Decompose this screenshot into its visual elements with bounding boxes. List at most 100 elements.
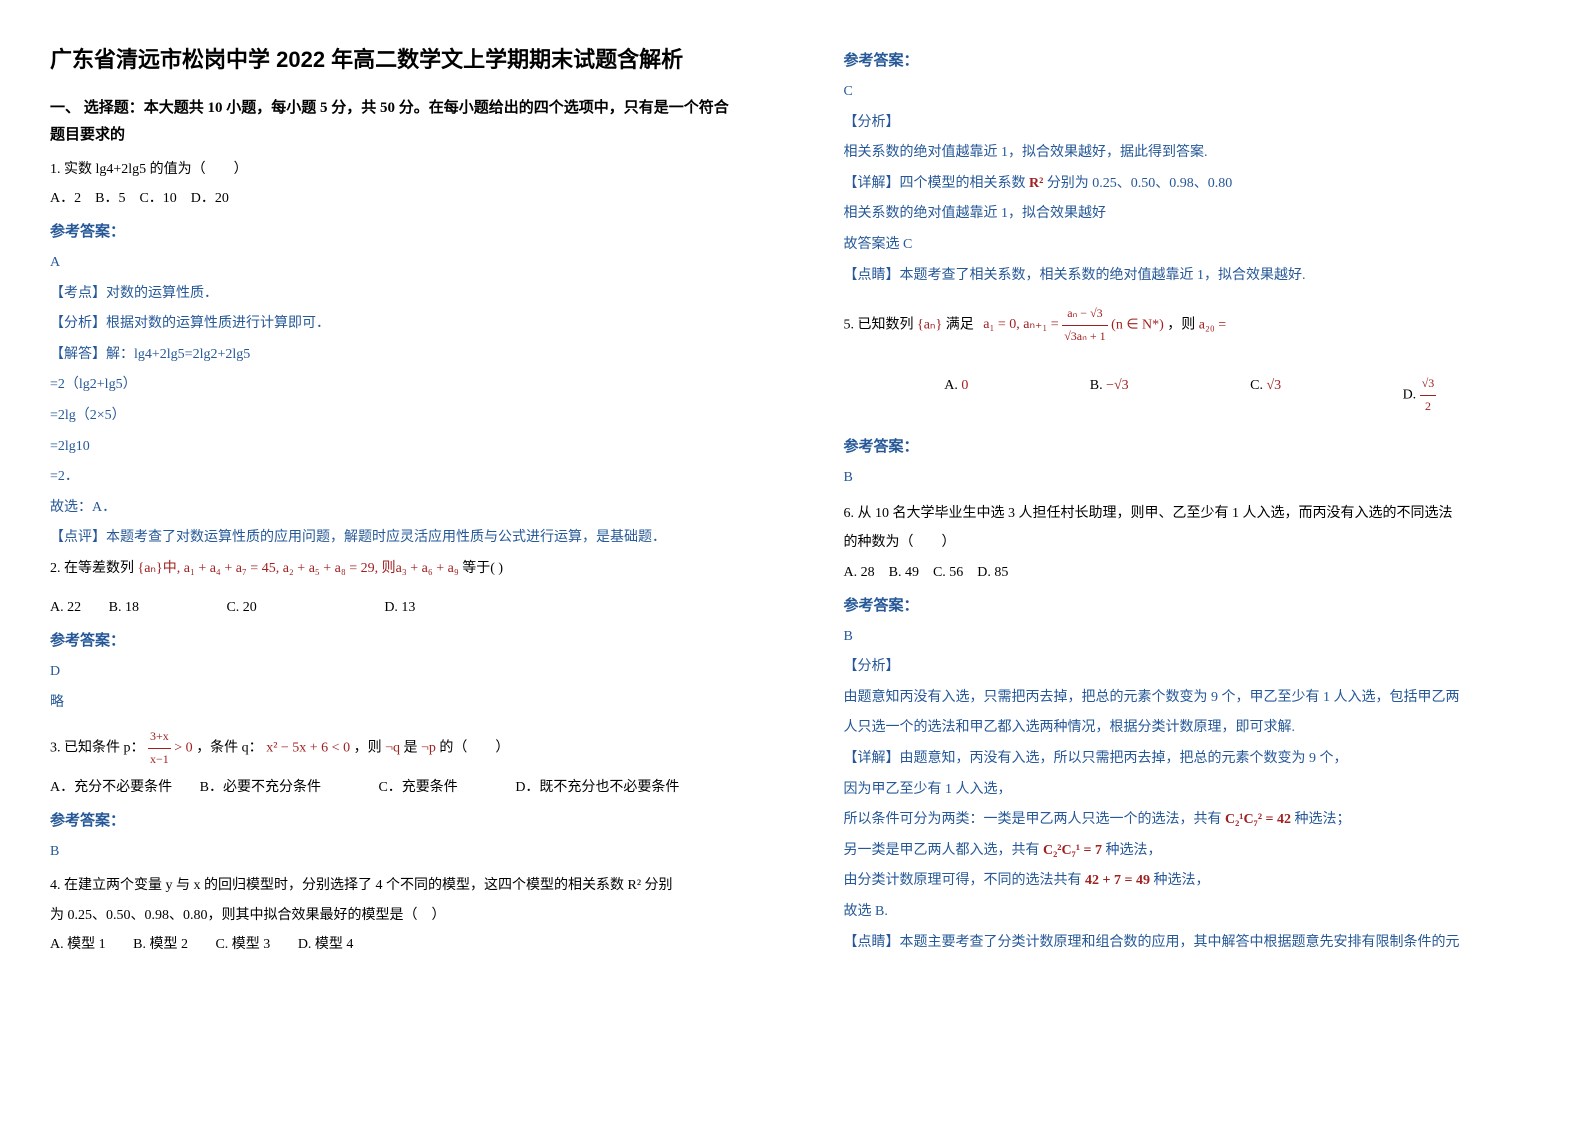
q6-case1-math: C₂¹C₇² = 42 — [1225, 812, 1291, 827]
doc-title: 广东省清远市松岗中学 2022 年高二数学文上学期期末试题含解析 — [50, 40, 744, 80]
q5-optD-frac: √3 2 — [1420, 373, 1437, 417]
q5-optB-val: −√3 — [1106, 378, 1129, 393]
q4-xiangjie: 【详解】四个模型的相关系数 R² 分别为 0.25、0.50、0.98、0.80 — [844, 171, 1538, 198]
q1-stem: 1. 实数 lg4+2lg5 的值为（ ） — [50, 157, 744, 182]
q6-case1: 所以条件可分为两类：一类是甲乙两人只选一个的选法，共有 C₂¹C₇² = 42 … — [844, 807, 1538, 834]
q5-optB: B. −√3 — [1090, 373, 1129, 417]
q5-stem: 5. 已知数列 {aₙ} 满足 a₁ = 0, aₙ₊₁ = aₙ − √3 √… — [844, 303, 1538, 347]
q2-optD: D. 13 — [384, 600, 415, 615]
q3-is: 是 — [403, 741, 421, 756]
q3-answer-label: 参考答案： — [50, 808, 744, 835]
q3-suffix1: ，则 — [354, 741, 382, 756]
q6-stem-l1: 6. 从 10 名大学毕业生中选 3 人担任村长助理，则甲、乙至少有 1 人入选… — [844, 501, 1538, 526]
q2-options: A. 22 B. 18 C. 20 D. 13 — [50, 595, 744, 620]
q3-solution: B — [50, 839, 744, 866]
q5-optC-val: √3 — [1266, 378, 1281, 393]
q4-optA: A. 模型 1 — [50, 937, 106, 952]
q5-an: {aₙ} — [917, 317, 942, 332]
q4-optD: D. 模型 4 — [298, 937, 354, 952]
q5-solution: B — [844, 465, 1538, 492]
q1-kaodian: 【考点】对数的运算性质． — [50, 281, 744, 308]
q4-conclusion: 故答案选 C — [844, 232, 1538, 259]
q3-qexpr: x² − 5x + 6 < 0 — [266, 741, 350, 756]
q2-optB: B. 18 — [109, 600, 139, 615]
q6-stem-l2: 的种数为（ ） — [844, 530, 1538, 555]
q4-optB: B. 模型 2 — [133, 937, 188, 952]
q6-fenxi-label: 【分析】 — [844, 654, 1538, 681]
q4-options: A. 模型 1 B. 模型 2 C. 模型 3 D. 模型 4 — [50, 932, 744, 957]
q5-optA: A. 0 — [944, 373, 968, 417]
q4-dianjing: 【点睛】本题考查了相关系数，相关系数的绝对值越靠近 1，拟合效果越好. — [844, 263, 1538, 290]
q1-conclusion: 故选：A． — [50, 495, 744, 522]
q5-optD-num: √3 — [1420, 373, 1437, 396]
q1-options: A．2 B．5 C．10 D．20 — [50, 186, 744, 211]
q4-stem-l1: 4. 在建立两个变量 y 与 x 的回归模型时，分别选择了 4 个不同的模型，这… — [50, 873, 744, 898]
q1-dianping: 【点评】本题考查了对数运算性质的应用问题，解题时应灵活应用性质与公式进行运算，是… — [50, 525, 744, 552]
q3-mid: ，条件 q： — [196, 741, 263, 756]
q3-frac-den: x−1 — [148, 749, 171, 771]
q3-optA: A．充分不必要条件 — [50, 780, 172, 795]
q3-stem: 3. 已知条件 p： 3+x x−1 > 0 ，条件 q： x² − 5x + … — [50, 726, 744, 770]
q1-fenxi: 【分析】根据对数的运算性质进行计算即可． — [50, 311, 744, 338]
q6-case2-prefix: 另一类是甲乙两人都入选，共有 — [844, 843, 1044, 858]
q2-optA: A. 22 — [50, 600, 81, 615]
q3-options: A．充分不必要条件 B．必要不充分条件 C．充要条件 D．既不充分也不必要条件 — [50, 775, 744, 800]
q6-sum-prefix: 由分类计数原理可得，不同的选法共有 — [844, 873, 1086, 888]
q5-a1: a₁ = 0, aₙ₊₁ = — [983, 317, 1062, 332]
q1-jieda: 【解答】解：lg4+2lg5=2lg2+2lg5 — [50, 342, 744, 369]
q3-optB: B．必要不充分条件 — [200, 780, 321, 795]
q4-optC: C. 模型 3 — [215, 937, 270, 952]
q2-stem: 2. 在等差数列 {aₙ}中, a₁ + a₄ + a₇ = 45, a₂ + … — [50, 556, 744, 581]
q1-solution: A 【考点】对数的运算性质． 【分析】根据对数的运算性质进行计算即可． 【解答】… — [50, 250, 744, 552]
q6-sum: 由分类计数原理可得，不同的选法共有 42 + 7 = 49 种选法， — [844, 868, 1538, 895]
q2-optC: C. 20 — [226, 600, 256, 615]
q5-domain: (n ∈ N*) — [1111, 317, 1164, 332]
q5-optA-val: 0 — [961, 378, 968, 393]
q3-negq: ¬q — [385, 741, 400, 756]
q6-case1-suffix: 种选法； — [1295, 812, 1351, 827]
q6-xiangjie-l1: 【详解】由题意知，丙没有入选，所以只需把丙去掉，把总的元素个数变为 9 个， — [844, 746, 1538, 773]
section-1-header: 一、 选择题：本大题共 10 小题，每小题 5 分，共 50 分。在每小题给出的… — [50, 95, 744, 149]
left-column: 广东省清远市松岗中学 2022 年高二数学文上学期期末试题含解析 一、 选择题：… — [0, 0, 794, 1122]
q4-line2: 相关系数的绝对值越靠近 1，拟合效果越好 — [844, 201, 1538, 228]
q6-case2-suffix: 种选法， — [1106, 843, 1162, 858]
q3-optD: D．既不充分也不必要条件 — [515, 780, 679, 795]
q5-frac-den: √3aₙ + 1 — [1062, 326, 1107, 348]
q4-answer: C — [844, 79, 1538, 106]
q5-optD-den: 2 — [1420, 396, 1437, 418]
q4-fenxi-label: 【分析】 — [844, 110, 1538, 137]
q1-step3: =2lg10 — [50, 434, 744, 461]
q6-xiangjie-l2: 因为甲乙至少有 1 人入选， — [844, 777, 1538, 804]
q1-step4: =2． — [50, 464, 744, 491]
q6-sum-suffix: 种选法， — [1153, 873, 1209, 888]
q6-options: A. 28 B. 49 C. 56 D. 85 — [844, 560, 1538, 585]
q6-case2: 另一类是甲乙两人都入选，共有 C₂²C₇¹ = 7 种选法， — [844, 838, 1538, 865]
q4-xj-suffix: 分别为 0.25、0.50、0.98、0.80 — [1047, 176, 1233, 191]
q3-gt: > 0 — [174, 741, 192, 756]
q2-solution: D 略 — [50, 659, 744, 716]
q6-solution: B 【分析】 由题意知丙没有入选，只需把丙去掉，把总的元素个数变为 9 个，甲乙… — [844, 624, 1538, 957]
q3-frac-num: 3+x — [148, 726, 171, 749]
q3-optC: C．充要条件 — [378, 780, 457, 795]
q6-fenxi-l1: 由题意知丙没有入选，只需把丙去掉，把总的元素个数变为 9 个，甲乙至少有 1 人… — [844, 685, 1538, 712]
q4-solution: C 【分析】 相关系数的绝对值越靠近 1，拟合效果越好，据此得到答案. 【详解】… — [844, 79, 1538, 289]
q5-frac: aₙ − √3 √3aₙ + 1 — [1062, 303, 1107, 347]
q5-answer: B — [844, 465, 1538, 492]
q5-optD: D. √3 2 — [1403, 373, 1437, 417]
q5-optC-label: C. — [1250, 378, 1263, 393]
q1-step2: =2lg（2×5） — [50, 403, 744, 430]
q5-optB-label: B. — [1090, 378, 1103, 393]
q6-dianjing: 【点睛】本题主要考查了分类计数原理和组合数的应用，其中解答中根据题意先安排有限制… — [844, 930, 1538, 957]
q6-answer-label: 参考答案： — [844, 593, 1538, 620]
q2-answer-label: 参考答案： — [50, 628, 744, 655]
q4-xj-prefix: 【详解】四个模型的相关系数 — [844, 176, 1030, 191]
q2-note: 略 — [50, 690, 744, 717]
q2-stem-math: {aₙ}中, a₁ + a₄ + a₇ = 45, a₂ + a₅ + a₈ =… — [138, 561, 459, 576]
q5-prefix: 5. 已知数列 — [844, 317, 918, 332]
q6-answer: B — [844, 624, 1538, 651]
q3-stem-prefix: 3. 已知条件 p： — [50, 741, 145, 756]
q3-answer: B — [50, 839, 744, 866]
q3-negp: ¬p — [421, 741, 436, 756]
q6-conclusion: 故选 B. — [844, 899, 1538, 926]
q1-answer-label: 参考答案： — [50, 219, 744, 246]
